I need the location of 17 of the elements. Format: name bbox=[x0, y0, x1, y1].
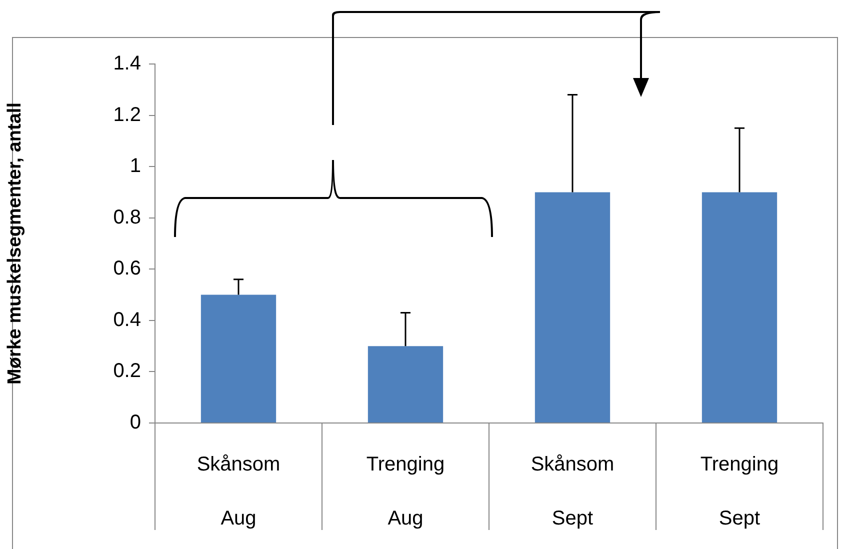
category-label: Trenging Sept bbox=[700, 454, 779, 530]
y-tick-label: 1.4 bbox=[113, 52, 141, 75]
category-label: Skånsom Sept bbox=[530, 454, 614, 530]
y-tick-label: 0.8 bbox=[113, 206, 141, 228]
y-tick-label: 0.2 bbox=[113, 360, 141, 382]
category-label: Skånsom Aug bbox=[196, 454, 280, 530]
bar bbox=[200, 294, 276, 422]
category-label: Trenging Aug bbox=[366, 454, 445, 530]
y-tick-label: 0.6 bbox=[113, 258, 141, 280]
bar bbox=[534, 192, 610, 422]
y-tick-label: 0 bbox=[130, 412, 141, 434]
y-tick-label: 1.2 bbox=[113, 104, 141, 126]
bar bbox=[368, 346, 444, 422]
y-axis-title: Mørke muskelsegmenter, antall bbox=[4, 102, 26, 384]
y-tick-label: 1 bbox=[130, 155, 141, 178]
y-tick-label: 0.4 bbox=[113, 308, 141, 331]
bar bbox=[702, 192, 778, 422]
